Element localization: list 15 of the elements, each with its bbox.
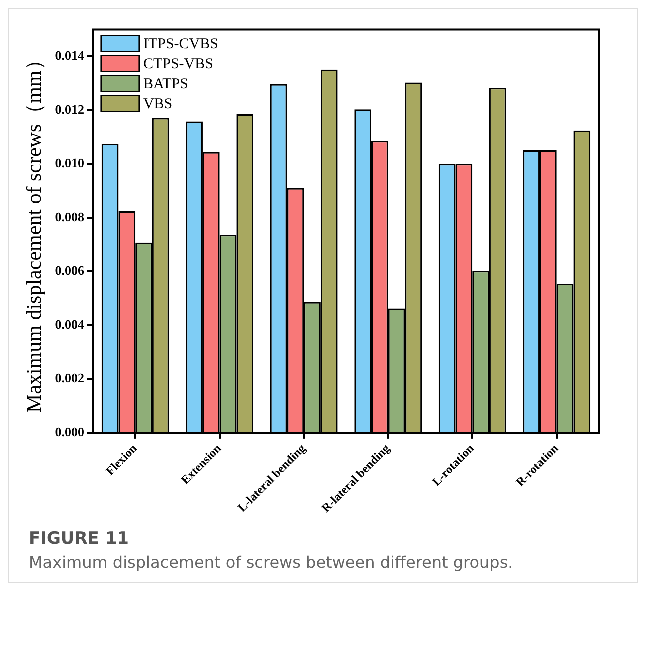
y-tick-label: 0.014 xyxy=(55,48,85,64)
y-tick-label: 0.010 xyxy=(55,156,84,171)
text: Maximum displacement of screws between different groups. xyxy=(29,553,514,572)
y-tick-label: 0.008 xyxy=(55,209,85,224)
legend-label: ITPS-CVBS xyxy=(143,36,218,53)
y-tick-label: 0.006 xyxy=(55,263,85,278)
legend-label: VBS xyxy=(143,96,173,113)
legend-label: BATPS xyxy=(143,76,188,93)
caption: FIGURE 11 xyxy=(29,529,130,549)
y-axis-title: Maximum displacement of screws（mm） xyxy=(22,50,46,414)
y-tick-label: 0.002 xyxy=(55,370,84,386)
legend-label: CTPS-VBS xyxy=(143,56,214,73)
y-tick-label: 0.012 xyxy=(55,102,84,117)
y-tick-label: 0.004 xyxy=(55,316,85,332)
y-tick-label: 0.000 xyxy=(55,424,84,440)
